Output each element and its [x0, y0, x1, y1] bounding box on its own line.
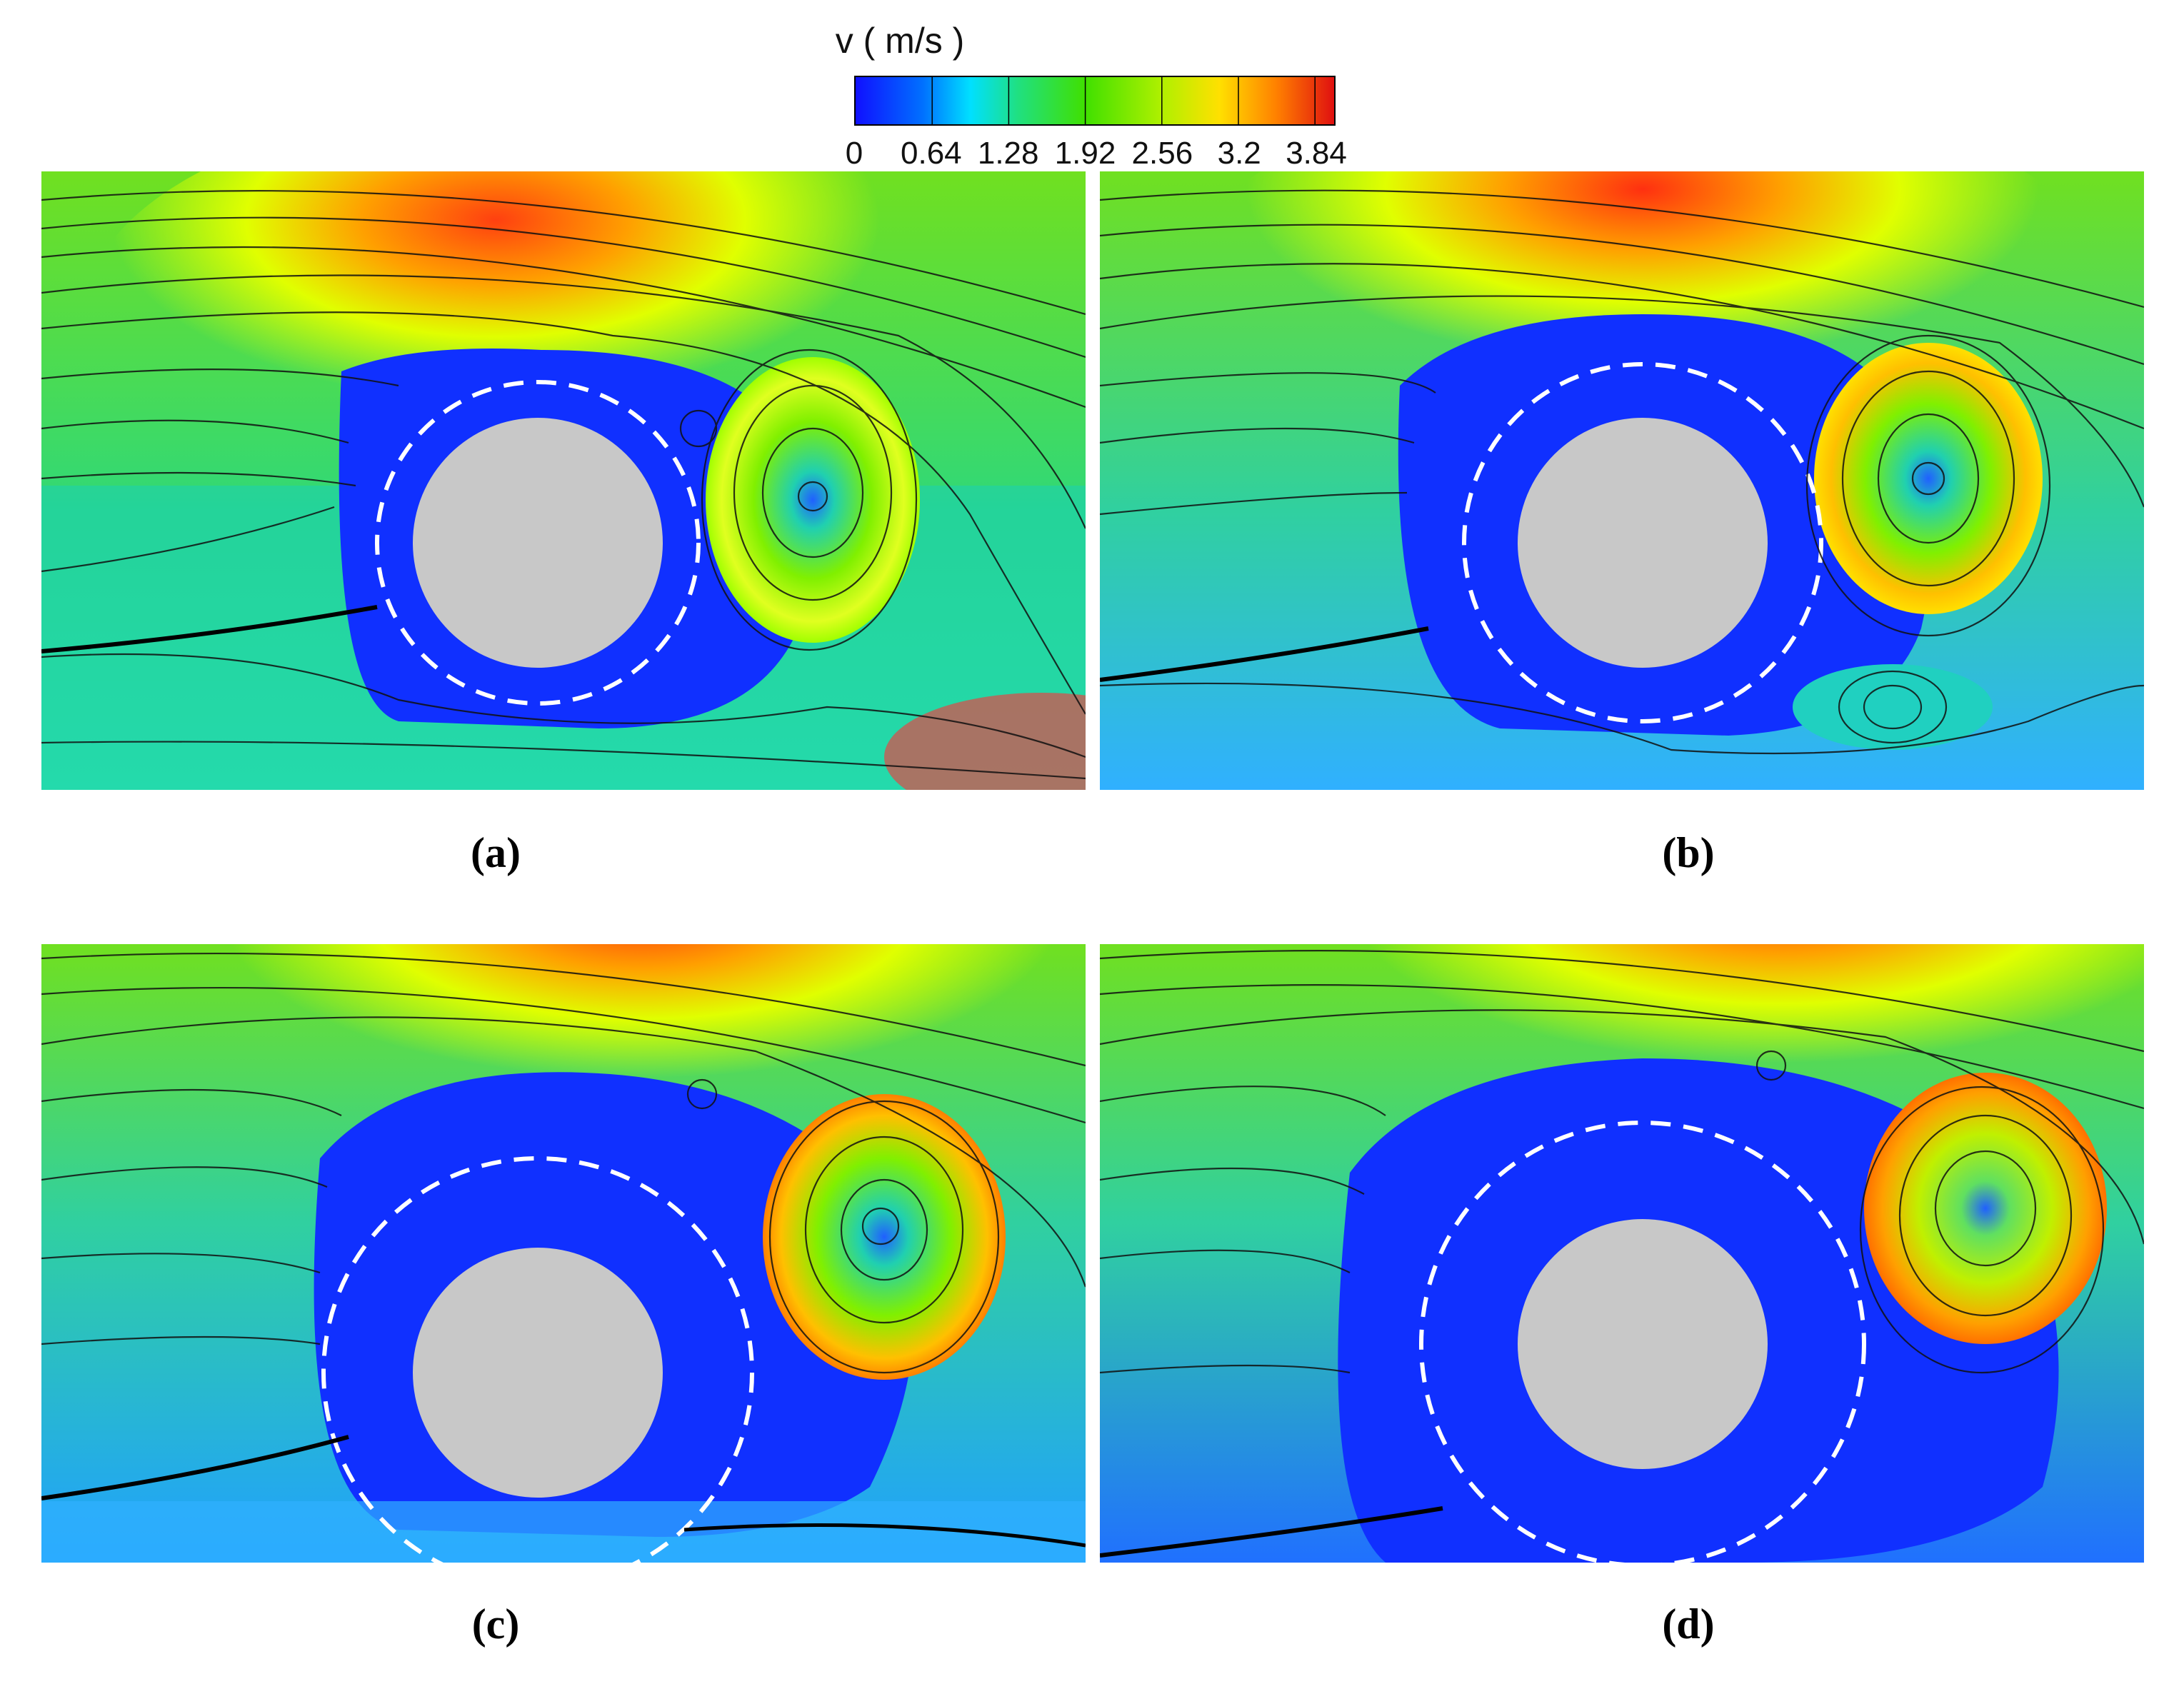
panel-label-d: (d): [1662, 1600, 1715, 1648]
colorbar-tick-label: 0: [845, 136, 863, 171]
colorbar-tick-label: 0.64: [901, 136, 962, 171]
colorbar-title: v ( m/s ): [835, 21, 965, 61]
colorbar: [854, 76, 1336, 126]
panel-label-b: (b): [1662, 829, 1715, 876]
colorbar-tick-label: 3.84: [1286, 136, 1347, 171]
colorbar-tick-label: 3.2: [1217, 136, 1261, 171]
colorbar-tick-label: 1.28: [977, 136, 1039, 171]
panel-label-c: (c): [471, 1600, 520, 1648]
flow-panel-b: [1100, 171, 2144, 790]
panel-label-a: (a): [471, 829, 521, 876]
flow-panel-d: [1100, 944, 2144, 1563]
flow-panel-c: [41, 944, 1086, 1563]
flow-panel-a: [41, 171, 1086, 790]
colorbar-tick-label: 1.92: [1054, 136, 1116, 171]
colorbar-tick-label: 2.56: [1131, 136, 1193, 171]
